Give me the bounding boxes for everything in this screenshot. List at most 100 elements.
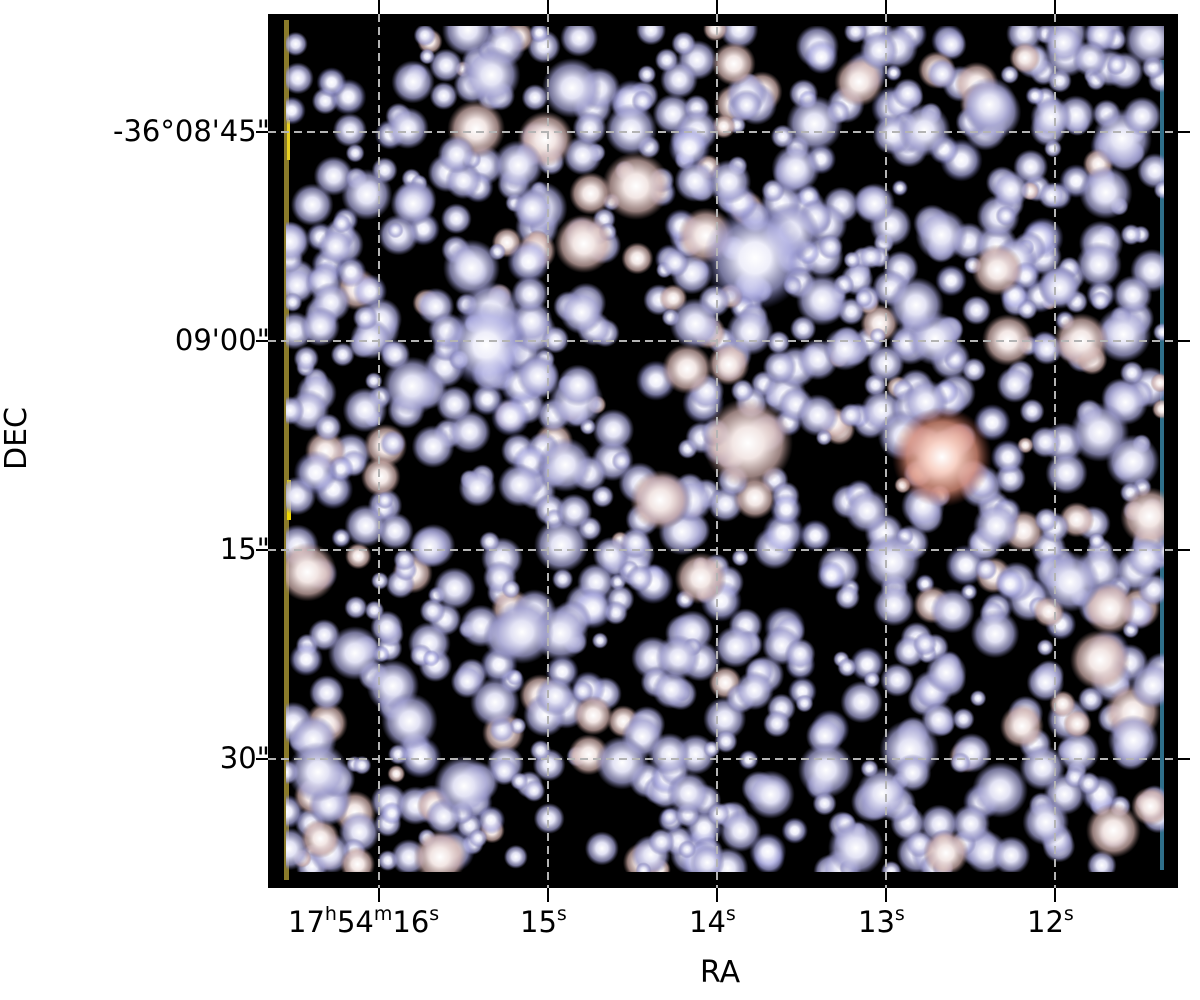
star (572, 111, 607, 146)
star (714, 729, 738, 753)
star (293, 345, 320, 372)
star (522, 779, 546, 802)
star (573, 695, 614, 736)
star (533, 803, 565, 834)
star (995, 205, 1016, 227)
bright-star (1040, 552, 1100, 612)
star (529, 739, 552, 762)
xtick-label: 13s (858, 903, 905, 939)
star (335, 256, 367, 288)
star (660, 248, 690, 278)
star (332, 113, 367, 148)
bright-star (442, 26, 494, 56)
star (387, 764, 406, 783)
star (286, 31, 308, 57)
star (286, 221, 311, 262)
star (470, 677, 520, 728)
star (923, 830, 969, 872)
star (411, 425, 455, 469)
star (635, 862, 652, 872)
star (300, 818, 340, 859)
star (341, 168, 393, 221)
star (730, 89, 763, 121)
star (930, 588, 975, 634)
star (891, 179, 909, 197)
star (327, 626, 382, 681)
star (671, 31, 697, 56)
star (668, 126, 711, 169)
star (300, 306, 341, 347)
star (293, 450, 338, 495)
star (660, 808, 679, 826)
star (1122, 96, 1162, 136)
star (316, 67, 347, 98)
star (762, 350, 797, 385)
bright-star (982, 314, 1034, 366)
star (845, 489, 890, 533)
star (971, 244, 1024, 296)
star (551, 568, 574, 590)
star (1038, 182, 1065, 210)
star (897, 103, 951, 157)
star (592, 536, 630, 574)
star (422, 649, 440, 667)
xtick-label: 17h54m16s (288, 903, 440, 939)
star (799, 519, 832, 552)
star (655, 634, 701, 680)
star (784, 638, 816, 670)
star (391, 60, 435, 104)
bright-star (1124, 26, 1164, 66)
star (961, 295, 992, 325)
bright-star (703, 398, 793, 488)
star (429, 81, 458, 110)
star (534, 517, 589, 573)
star (537, 437, 593, 493)
coordinate-grid (268, 14, 1178, 888)
star (854, 289, 874, 308)
bright-star (434, 756, 494, 816)
star (1036, 638, 1054, 656)
star (661, 343, 713, 395)
star (893, 753, 932, 792)
star (352, 755, 372, 775)
star (479, 531, 500, 553)
xtick-label: 12s (1027, 903, 1074, 939)
star (856, 767, 909, 820)
star (912, 632, 938, 657)
star (991, 170, 1030, 209)
star (1000, 65, 1020, 84)
star (1029, 426, 1062, 458)
star (949, 752, 971, 774)
star (493, 140, 544, 191)
star (1090, 290, 1111, 311)
star (952, 707, 975, 731)
star (734, 670, 774, 711)
star (746, 770, 795, 819)
bright-star (892, 407, 992, 507)
star (707, 343, 750, 386)
star (843, 251, 861, 269)
star (771, 144, 821, 193)
star (635, 26, 667, 46)
star (386, 107, 429, 150)
star (286, 292, 303, 312)
star (991, 836, 1031, 872)
star (892, 78, 924, 109)
star (817, 234, 844, 260)
star (711, 41, 756, 86)
star (1063, 709, 1092, 739)
star (796, 394, 839, 437)
bright-star (630, 470, 690, 530)
star (1019, 744, 1066, 791)
star (340, 846, 376, 872)
star (1150, 372, 1164, 393)
star (730, 379, 755, 403)
star (569, 172, 613, 215)
star (376, 491, 394, 510)
star (1120, 223, 1142, 246)
star (652, 670, 691, 709)
star (674, 552, 727, 605)
star (1085, 803, 1141, 858)
star (1088, 532, 1106, 550)
ytick-label: 30" (219, 741, 270, 775)
